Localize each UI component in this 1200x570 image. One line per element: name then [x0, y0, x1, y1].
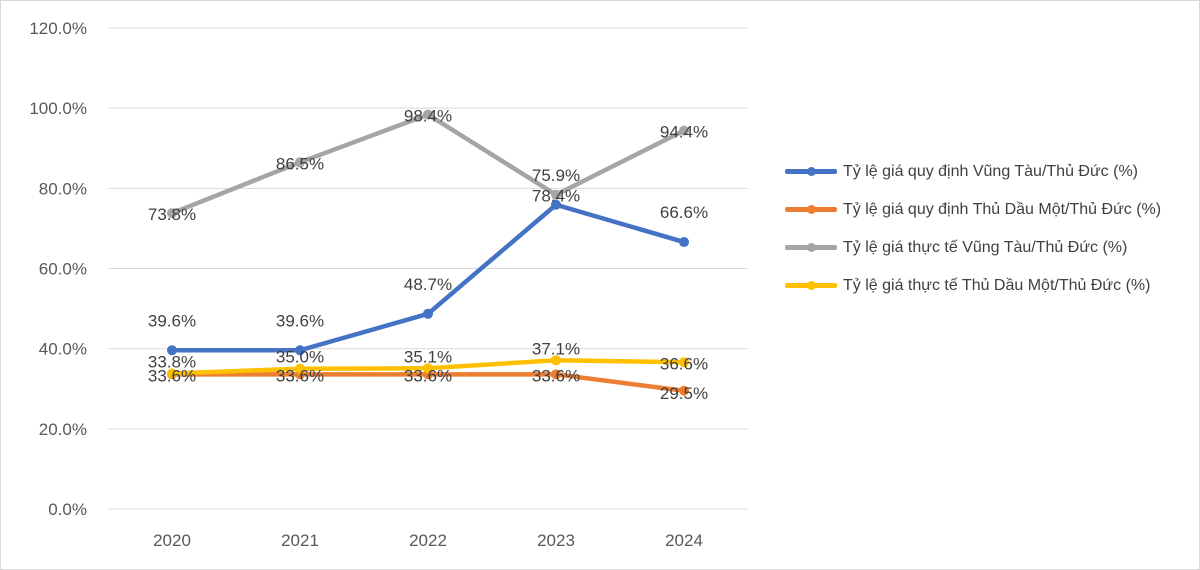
x-tick-label: 2021: [281, 531, 319, 550]
y-axis-tick-labels: 0.0% 20.0% 40.0% 60.0% 80.0% 100.0% 120.0%: [29, 19, 87, 519]
legend-item-vung-tau-thuc-te: Tỷ lệ giá thực tế Vũng Tàu/Thủ Đức (%): [785, 236, 1190, 259]
data-point: [167, 208, 177, 219]
x-tick-label: 2024: [665, 531, 703, 550]
x-tick-label: 2022: [409, 531, 447, 550]
data-label: 98.4%: [404, 107, 452, 126]
data-point: [167, 345, 177, 356]
data-label: 94.4%: [660, 123, 708, 142]
data-point: [679, 385, 689, 396]
data-label: 29.5%: [660, 384, 708, 403]
data-label: 33.6%: [148, 366, 196, 385]
data-label: 35.1%: [404, 347, 452, 366]
data-label: 39.6%: [276, 311, 324, 330]
legend-item-thu-dau-mot-thuc-te: Tỷ lệ giá thực tế Thủ Dầu Một/Thủ Đức (%…: [785, 274, 1190, 297]
data-point: [551, 199, 561, 210]
data-point: [679, 357, 689, 368]
legend-label: Tỷ lệ giá thực tế Vũng Tàu/Thủ Đức (%): [843, 239, 1128, 256]
legend-item-vung-tau-quy-dinh: Tỷ lệ giá quy định Vũng Tàu/Thủ Đức (%): [785, 160, 1190, 183]
data-label: 48.7%: [404, 275, 452, 294]
data-point: [423, 363, 433, 374]
chart-legend: Tỷ lệ giá quy định Vũng Tàu/Thủ Đức (%) …: [785, 160, 1190, 312]
series-lines: [167, 109, 689, 396]
data-point: [295, 363, 305, 374]
data-label: 66.6%: [660, 203, 708, 222]
data-point: [551, 355, 561, 366]
data-label: 39.6%: [148, 311, 196, 330]
y-tick-label: 80.0%: [39, 179, 87, 198]
data-point: [167, 368, 177, 379]
y-tick-label: 100.0%: [29, 99, 87, 118]
y-tick-label: 60.0%: [39, 260, 87, 279]
data-label: 36.6%: [660, 354, 708, 373]
data-label: 75.9%: [532, 166, 580, 185]
legend-marker: [807, 243, 816, 252]
data-point: [295, 157, 305, 168]
data-point: [679, 125, 689, 136]
data-point: [295, 345, 305, 356]
data-label: 33.6%: [404, 366, 452, 385]
data-label: 78.4%: [532, 187, 580, 206]
legend-marker: [807, 205, 816, 214]
data-label: 73.8%: [148, 205, 196, 224]
gridlines: [108, 27, 748, 510]
x-axis-tick-labels: 2020 2021 2022 2023 2024: [153, 531, 703, 550]
legend-item-thu-dau-mot-quy-dinh: Tỷ lệ giá quy định Thủ Dầu Một/Thủ Đức (…: [785, 198, 1190, 221]
y-tick-label: 20.0%: [39, 420, 87, 439]
x-tick-label: 2023: [537, 531, 575, 550]
data-label: 33.6%: [532, 366, 580, 385]
x-tick-label: 2020: [153, 531, 191, 550]
data-labels: 39.6% 39.6% 48.7% 75.9% 66.6% 33.6% 33.6% 33.6%…: [148, 107, 708, 403]
legend-label: Tỷ lệ giá quy định Vũng Tàu/Thủ Đức (%): [843, 163, 1138, 180]
data-label: 35.0%: [276, 348, 324, 367]
data-point: [551, 189, 561, 200]
legend-marker: [807, 167, 816, 176]
legend-label: Tỷ lệ giá quy định Thủ Dầu Một/Thủ Đức (…: [843, 201, 1162, 218]
data-point: [423, 109, 433, 120]
data-label: 33.8%: [148, 353, 196, 372]
data-point: [679, 237, 689, 248]
legend-label: Tỷ lệ giá thực tế Thủ Dầu Một/Thủ Đức (%…: [843, 277, 1151, 294]
series-line: [169, 112, 687, 216]
data-label: 37.1%: [532, 339, 580, 358]
data-point: [423, 308, 433, 319]
y-tick-label: 40.0%: [39, 340, 87, 359]
y-tick-label: 120.0%: [29, 19, 87, 38]
data-label: 86.5%: [276, 154, 324, 173]
y-tick-label: 0.0%: [48, 500, 87, 519]
data-label: 33.6%: [276, 366, 324, 385]
legend-marker: [807, 281, 816, 290]
data-point: [551, 369, 561, 380]
